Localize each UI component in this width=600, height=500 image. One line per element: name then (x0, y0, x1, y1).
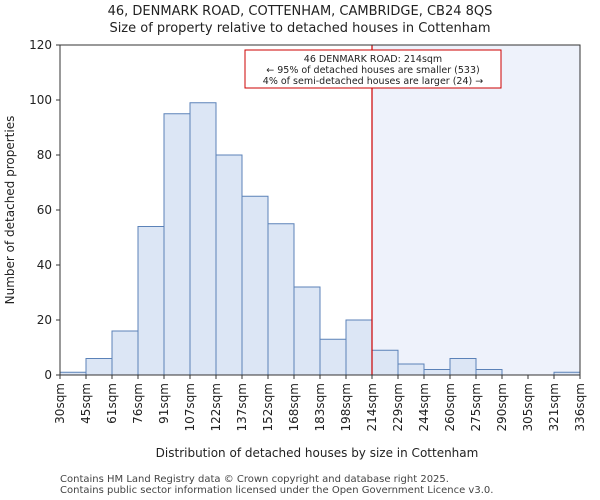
chart-title: 46, DENMARK ROAD, COTTENHAM, CAMBRIDGE, … (107, 4, 493, 19)
footer-line-2: Contains public sector information licen… (60, 485, 494, 496)
x-tick-label-76sqm: 76sqm (131, 383, 145, 424)
chart-subtitle: Size of property relative to detached ho… (109, 21, 491, 36)
x-tick-label-122sqm: 122sqm (209, 383, 223, 431)
y-tick-label-60: 60 (37, 203, 52, 217)
y-tick-label-20: 20 (37, 313, 52, 327)
x-tick-label-290sqm: 290sqm (495, 383, 509, 431)
bar-137sqm (241, 195, 269, 376)
x-tick-label-260sqm: 260sqm (443, 383, 457, 431)
annotation-line-2: ← 95% of detached houses are smaller (53… (266, 65, 479, 76)
x-tick-label-91sqm: 91sqm (157, 383, 171, 424)
y-axis-label: Number of detached properties (3, 116, 17, 305)
x-axis-label: Distribution of detached houses by size … (156, 446, 479, 460)
bar-61sqm (111, 330, 139, 376)
x-tick-label-305sqm: 305sqm (521, 383, 535, 431)
x-tick-label-152sqm: 152sqm (261, 383, 275, 431)
x-tick-label-168sqm: 168sqm (287, 383, 301, 431)
bar-45sqm (85, 358, 113, 376)
x-tick-label-244sqm: 244sqm (417, 383, 431, 431)
x-tick-label-61sqm: 61sqm (105, 383, 119, 424)
bar-183sqm (319, 338, 347, 376)
annotation-box (244, 49, 502, 89)
x-tick-label-137sqm: 137sqm (235, 383, 249, 431)
bar-214sqm (371, 349, 399, 376)
histogram-chart: 0 20 40 60 80 100 120 30sqm 45sqm 61sqm 76sqm 91sqm… (3, 38, 587, 460)
bar-122sqm (215, 154, 243, 376)
annotation-line-1: 46 DENMARK ROAD: 214sqm (304, 54, 442, 65)
bar-107sqm (189, 102, 217, 376)
bar-198sqm (345, 319, 373, 376)
bar-168sqm (293, 286, 321, 376)
x-tick-label-45sqm: 45sqm (79, 383, 93, 424)
bar-275sqm (475, 369, 503, 376)
bar-260sqm (449, 358, 477, 376)
y-tick-label-80: 80 (37, 148, 52, 162)
y-tick-label-40: 40 (37, 258, 52, 272)
x-tick-label-336sqm: 336sqm (573, 383, 587, 431)
x-tick-label-107sqm: 107sqm (183, 383, 197, 431)
y-tick-label-100: 100 (29, 93, 52, 107)
x-tick-label-183sqm: 183sqm (313, 383, 327, 431)
bar-152sqm (267, 223, 295, 376)
y-tick-label-120: 120 (29, 38, 52, 52)
annotation-line-3: 4% of semi-detached houses are larger (2… (263, 76, 483, 87)
bar-244sqm (423, 369, 451, 376)
x-tick-label-275sqm: 275sqm (469, 383, 483, 431)
bar-91sqm (163, 113, 191, 376)
y-tick-label-0: 0 (44, 368, 52, 382)
x-tick-label-198sqm: 198sqm (339, 383, 353, 431)
larger-region-shade (372, 45, 580, 375)
bar-76sqm (137, 226, 165, 376)
x-tick-label-229sqm: 229sqm (391, 383, 405, 431)
x-tick-label-214sqm: 214sqm (365, 383, 379, 431)
x-tick-label-30sqm: 30sqm (53, 383, 67, 424)
x-tick-label-321sqm: 321sqm (547, 383, 561, 431)
footer-line-1: Contains HM Land Registry data © Crown c… (60, 474, 449, 485)
bar-229sqm (397, 363, 425, 376)
